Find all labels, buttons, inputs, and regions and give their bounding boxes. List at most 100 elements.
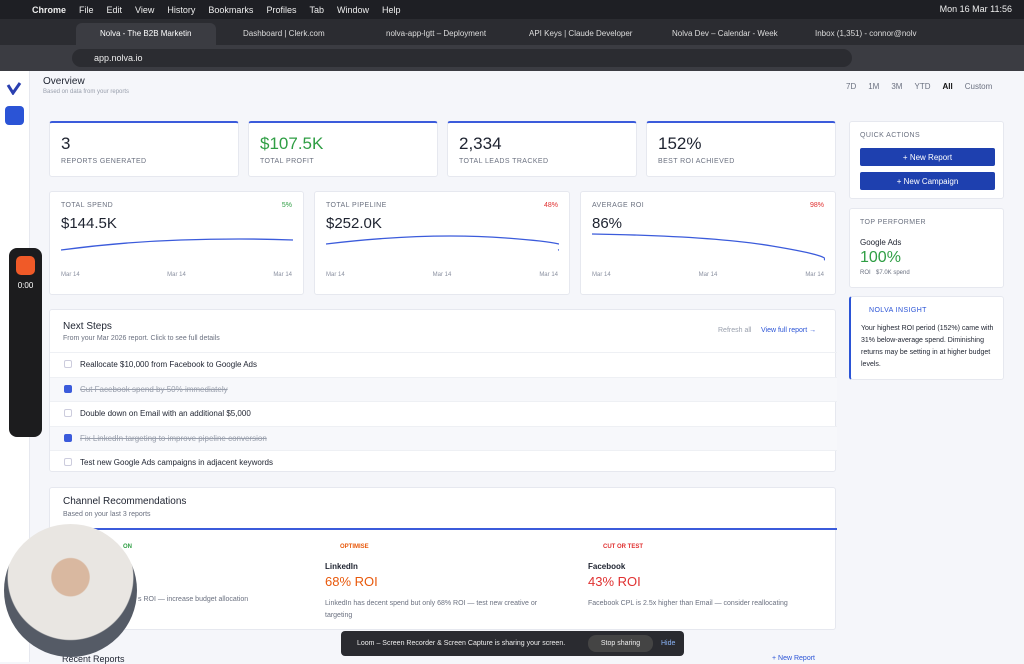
task-text: Reallocate $10,000 from Facebook to Goog…: [80, 360, 257, 369]
divider: [50, 528, 837, 530]
task-row[interactable]: Double down on Email with an additional …: [50, 401, 837, 425]
menu-item[interactable]: Edit: [106, 4, 123, 15]
channel-card: ON s ROI — increase budget allocation: [63, 544, 303, 603]
banner-text: Loom – Screen Recorder & Screen Capture …: [357, 640, 566, 647]
range-option[interactable]: Custom: [964, 82, 993, 91]
page-subtitle: Based on data from your reports: [43, 89, 130, 95]
channel-card: OPTIMISE LinkedIn 68% ROI LinkedIn has dece…: [325, 544, 565, 622]
trend-change: 48%: [543, 202, 558, 209]
channel-name: Facebook: [588, 562, 626, 571]
menu-item[interactable]: Tab: [309, 4, 324, 15]
trend-dates: Mar 14 Mar 14 Mar 14: [61, 272, 292, 278]
checkbox[interactable]: [64, 409, 72, 417]
next-steps: Next Steps From your Mar 2026 report. Cl…: [49, 309, 837, 474]
new-report-link[interactable]: + New Report: [772, 655, 815, 662]
task-text: Cut Facebook spend by 50% immediately: [80, 384, 228, 394]
tab[interactable]: API Keys | Claude Developer: [529, 29, 633, 38]
trend-change: 98%: [809, 202, 824, 209]
menu-item[interactable]: Bookmarks: [208, 4, 254, 15]
new-report-button[interactable]: + New Report: [860, 148, 995, 166]
stat-value: $107.5K: [260, 134, 324, 153]
tab[interactable]: Dashboard | Clerk.com: [243, 29, 325, 38]
checkbox[interactable]: [64, 360, 72, 368]
checkbox[interactable]: [64, 458, 72, 466]
menu-item[interactable]: File: [79, 4, 94, 15]
checkbox[interactable]: [64, 384, 72, 393]
channel-tag: ON: [123, 544, 132, 550]
task-row[interactable]: Reallocate $10,000 from Facebook to Goog…: [50, 352, 837, 376]
roi-value: 100%: [860, 249, 901, 266]
record-button[interactable]: [16, 256, 35, 275]
date-label: Mar 14: [805, 272, 824, 278]
sparkline: [592, 233, 825, 261]
tab[interactable]: Nolva - The B2B Marketin: [76, 23, 216, 45]
stat-value: 152%: [658, 134, 702, 153]
trend-card: TOTAL PIPELINE $252.0K 48% Mar 14 Mar 14 Mar …: [314, 191, 570, 295]
refresh-button[interactable]: Refresh all: [718, 327, 752, 334]
toolbar: app.nolva.io: [0, 45, 1024, 71]
stop-sharing-button[interactable]: Stop sharing: [588, 635, 653, 652]
add-button[interactable]: [5, 106, 24, 125]
range-option[interactable]: YTD: [914, 82, 931, 91]
loom-toolbar: 0:00: [9, 248, 42, 437]
trend-label: AVERAGE ROI: [592, 202, 645, 209]
share-banner: Loom – Screen Recorder & Screen Capture …: [341, 631, 684, 656]
tab[interactable]: Nolva Dev – Calendar - Week: [672, 29, 778, 38]
date-label: Mar 14: [539, 272, 558, 278]
task-text: Test new Google Ads campaigns in adjacen…: [80, 458, 273, 467]
checkbox[interactable]: [64, 433, 72, 442]
task-row[interactable]: Cut Facebook spend by 50% immediately: [50, 376, 837, 401]
menu-item[interactable]: Window: [336, 4, 369, 15]
range-option[interactable]: All: [942, 82, 953, 91]
menu-item[interactable]: View: [135, 4, 155, 15]
trend-label: TOTAL PIPELINE: [326, 202, 387, 209]
channel-recommendations: Channel Recommendations Based on your la…: [49, 487, 837, 630]
range-option[interactable]: 3M: [891, 82, 903, 91]
range-picker: 7D 1M 3M YTD All Custom: [846, 82, 992, 91]
channel-desc: LinkedIn has decent spend but only 68% R…: [325, 600, 538, 619]
section-title: Next Steps: [63, 321, 112, 332]
menu-item[interactable]: History: [167, 4, 196, 15]
range-option[interactable]: 1M: [868, 82, 880, 91]
channel-roi: 68% ROI: [325, 574, 378, 589]
app-name[interactable]: Chrome: [32, 4, 67, 15]
task-row[interactable]: Fix LinkedIn targeting to improve pipeli…: [50, 425, 837, 450]
page-title: Overview: [43, 76, 85, 87]
stat-card: 152% BEST ROI ACHIEVED: [646, 121, 836, 177]
channel-desc: s ROI — increase budget allocation: [138, 596, 249, 603]
view-report-link[interactable]: View full report →: [761, 327, 817, 334]
menu-bar: Chrome File Edit View History Bookmarks Profi…: [0, 0, 1024, 19]
hide-button[interactable]: Hide: [661, 640, 676, 647]
date-label: Mar 14: [167, 272, 186, 278]
trend-card: AVERAGE ROI 86% 98% Mar 14 Mar 14 Mar 14: [580, 191, 836, 295]
metric-label: ROI: [860, 270, 871, 276]
date-label: Mar 14: [592, 272, 611, 278]
trend-dates: Mar 14 Mar 14 Mar 14: [326, 272, 558, 278]
address-bar[interactable]: app.nolva.io: [72, 49, 852, 67]
trend-value: 86%: [592, 215, 623, 232]
stat-label: BEST ROI ACHIEVED: [658, 158, 735, 165]
trend-card: TOTAL SPEND $144.5K 5% Mar 14 Mar 14 Mar 14: [49, 191, 304, 295]
trend-value: $252.0K: [326, 215, 382, 232]
task-text: Fix LinkedIn targeting to improve pipeli…: [80, 433, 267, 443]
sparkline: [326, 235, 559, 251]
stat-label: REPORTS GENERATED: [61, 158, 147, 165]
menu-item[interactable]: Help: [381, 4, 401, 15]
date-label: Mar 14: [61, 272, 80, 278]
insight: NOLVA INSIGHT Your highest ROI period (1…: [849, 296, 1004, 380]
card-title: TOP PERFORMER: [860, 219, 927, 226]
task-row[interactable]: Test new Google Ads campaigns in adjacen…: [50, 450, 837, 474]
logo: [6, 82, 22, 95]
loom-timer: 0:00: [17, 281, 34, 290]
tab[interactable]: Inbox (1,351) - connor@nolv: [815, 29, 917, 38]
section-subtitle: From your Mar 2026 report. Click to see …: [63, 335, 220, 342]
channel-tag: CUT OR TEST: [603, 544, 643, 550]
new-campaign-button[interactable]: + New Campaign: [860, 172, 995, 190]
stat-value: 3: [61, 134, 71, 153]
channel-tag: OPTIMISE: [340, 544, 369, 550]
tab[interactable]: nolva-app-lgtt – Deployment: [386, 29, 487, 38]
trend-change: 5%: [281, 202, 292, 209]
menu-item[interactable]: Profiles: [266, 4, 297, 15]
range-option[interactable]: 7D: [846, 82, 857, 91]
stat-value: 2,334: [459, 134, 502, 153]
